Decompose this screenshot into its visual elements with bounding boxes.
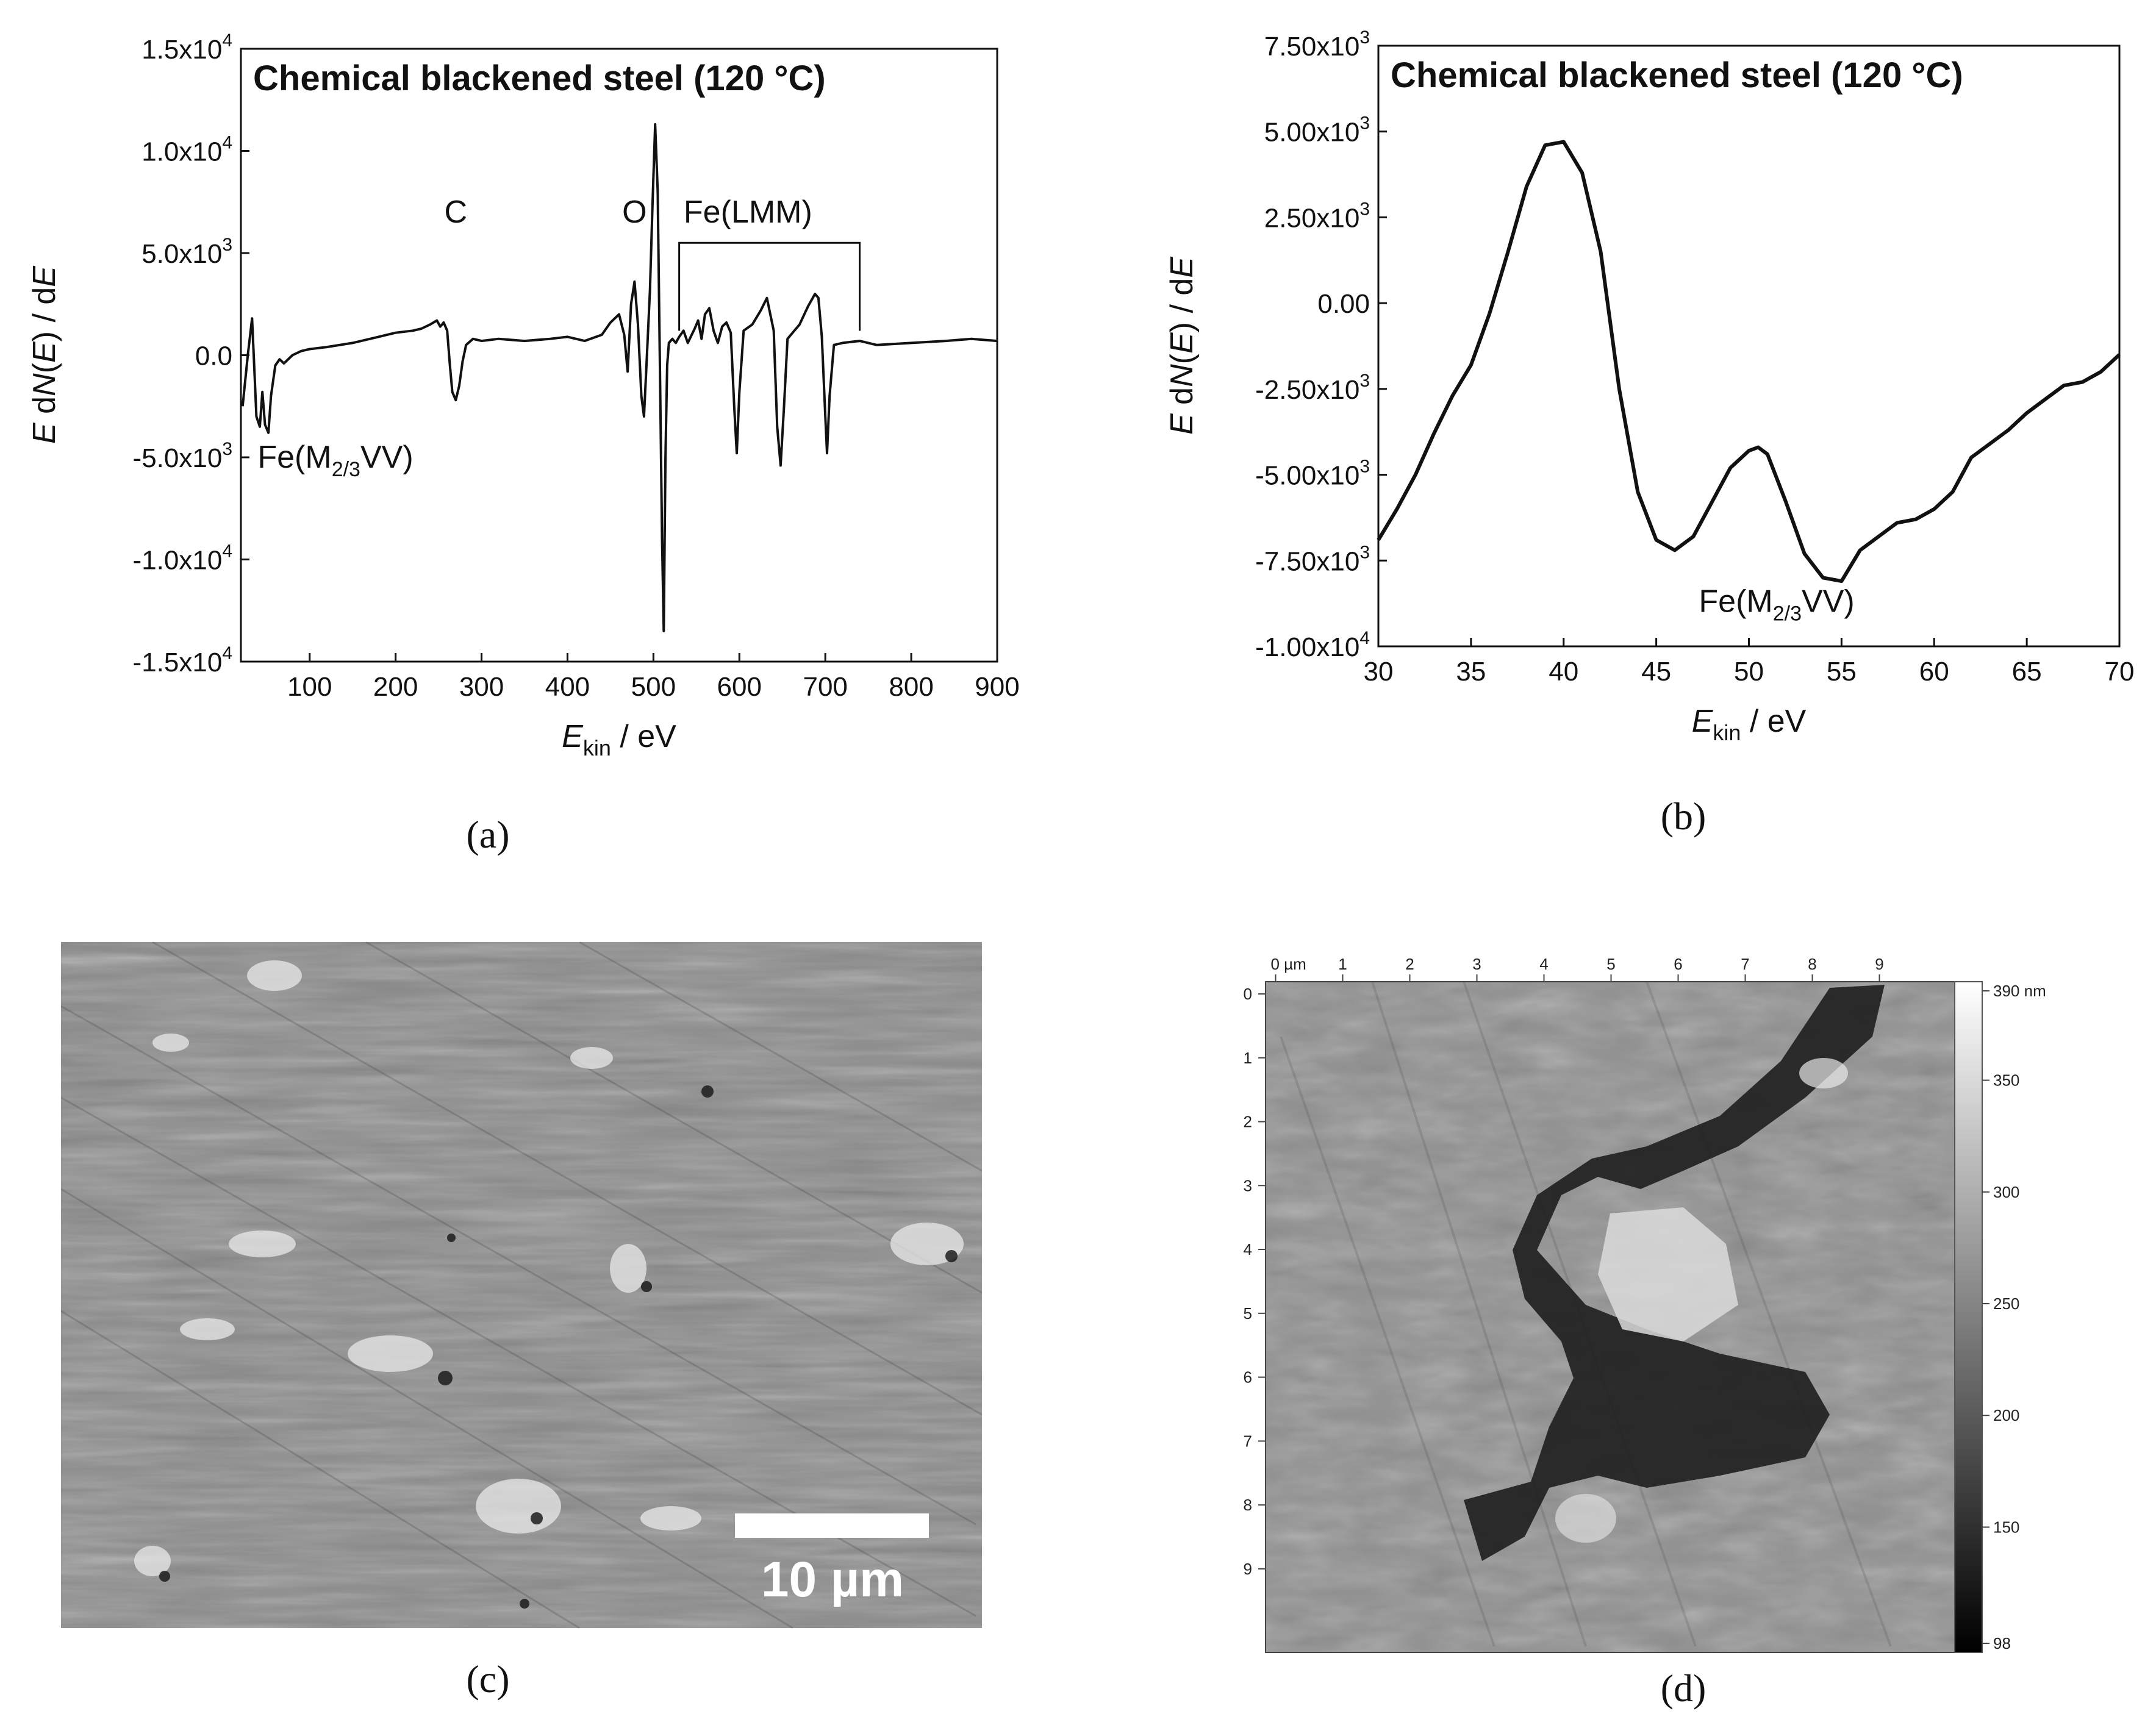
afm-y-tick-label: 9 — [1244, 1560, 1252, 1578]
x-tick-label: 50 — [1734, 657, 1764, 687]
sem-dark-pits — [159, 1085, 958, 1609]
x-axis-label: Ekin / eV — [1692, 704, 1807, 745]
afm-y-tick-label: 3 — [1244, 1176, 1252, 1195]
afm-y-tick-label: 0 — [1244, 985, 1252, 1003]
annotation: Fe(LMM) — [684, 195, 812, 230]
colorbar-tick-label: 98 — [1993, 1634, 2011, 1652]
y-tick-label: 2.50x103 — [1264, 199, 1370, 233]
afm-y-tick-label: 6 — [1244, 1368, 1252, 1387]
scale-bar-label: 10 µm — [761, 1552, 904, 1607]
scale-bar — [735, 1513, 929, 1538]
colorbar-tick-label: 150 — [1993, 1518, 2019, 1536]
chart-b: 30 35 40 45 50 55 60 65 70 7.50x103 5.00x103 2.50x1… — [1164, 27, 2134, 745]
y-tick-label: 7.50x103 — [1264, 27, 1370, 62]
x-tick-label: 700 — [803, 672, 847, 702]
colorbar-tick-label: 300 — [1993, 1183, 2019, 1201]
colorbar-tick-label: 390 nm — [1993, 982, 2046, 1000]
x-axis-label: Ekin / eV — [562, 719, 676, 760]
chart-title: Chemical blackened steel (120 °C) — [1391, 55, 1963, 95]
y-tick-label: -7.50x103 — [1255, 542, 1370, 576]
caption-b: (b) — [1661, 795, 1707, 838]
afm-x-tick-label: 6 — [1674, 955, 1682, 973]
afm-x-tick-label: 8 — [1808, 955, 1816, 973]
afm-image — [1265, 981, 1971, 1653]
afm-x-tick-label: 3 — [1472, 955, 1481, 973]
x-tick-label: 60 — [1919, 657, 1949, 687]
y-axis-label: E dN(E) / dE — [27, 265, 62, 444]
afm-x-tick-label: 9 — [1875, 955, 1883, 973]
y-tick-label: -1.00x104 — [1255, 628, 1370, 662]
colorbar-tick-label: 350 — [1993, 1071, 2019, 1090]
y-tick-label: 1.5x104 — [141, 30, 232, 65]
x-tick-label: 100 — [287, 672, 332, 702]
afm-x-tick-label: 7 — [1741, 955, 1749, 973]
y-tick-label: -2.50x103 — [1255, 371, 1370, 405]
afm-bright-region — [1598, 1207, 1738, 1341]
plot-frame — [240, 48, 998, 663]
plot-frame — [1377, 45, 2121, 648]
colorbar-tick-label: 250 — [1993, 1295, 2019, 1313]
annotation-fe-mvv: Fe(M2/3VV) — [1699, 584, 1854, 626]
afm-x-tick-label: 5 — [1606, 955, 1615, 973]
y-tick-label: 0.0 — [195, 341, 232, 371]
caption-c: (c) — [466, 1657, 509, 1701]
x-tick-label: 40 — [1549, 657, 1578, 687]
afm-x-tick-label: 0 µm — [1271, 955, 1306, 973]
x-tick-label: 600 — [717, 672, 762, 702]
y-tick-label: -5.00x103 — [1255, 457, 1370, 491]
afm-y-tick-label: 4 — [1244, 1240, 1252, 1259]
y-tick-label: 0.00 — [1317, 289, 1370, 319]
x-tick-label: 200 — [373, 672, 418, 702]
x-tick-label: 70 — [2105, 657, 2135, 687]
sem-image: 10 µm — [60, 941, 983, 1629]
afm-x-tick-label: 2 — [1405, 955, 1414, 973]
afm-y-tick-label: 8 — [1244, 1496, 1252, 1514]
y-tick-label: -1.0x104 — [133, 541, 232, 576]
afm-y-tick-label: 2 — [1244, 1113, 1252, 1131]
x-tick-label: 30 — [1364, 657, 1394, 687]
fe-lmm-bracket — [678, 241, 861, 331]
x-tick-label: 300 — [459, 672, 504, 702]
series-line — [1377, 140, 2121, 584]
y-axis-label: E dN(E) / dE — [1164, 256, 1200, 435]
x-tick-label: 800 — [889, 672, 933, 702]
colorbar-ticks: 390 nm 350 300 250 200 150 98 — [1982, 982, 2046, 1652]
afm-y-tick-label: 7 — [1244, 1432, 1252, 1450]
y-tick-label: 5.00x103 — [1264, 113, 1370, 148]
annotation: C — [444, 195, 467, 230]
chart-a: 100 200 300 400 500 600 700 800 900 1.5x104 1.0x10… — [27, 30, 1020, 760]
x-tick-label: 500 — [631, 672, 676, 702]
afm-dark-pit — [1464, 985, 1885, 1561]
y-tick-label: 5.0x103 — [141, 235, 232, 269]
x-tick-label: 55 — [1827, 657, 1857, 687]
annotation: O — [622, 195, 646, 230]
afm-x-tick-label: 4 — [1539, 955, 1548, 973]
annotation-fe-mvv: Fe(M2/3VV) — [257, 440, 413, 481]
y-tick-label: 1.0x104 — [141, 133, 232, 167]
x-tick-label: 900 — [975, 672, 1019, 702]
x-tick-label: 35 — [1456, 657, 1486, 687]
x-tick-label: 65 — [2012, 657, 2042, 687]
y-tick-label: -1.5x104 — [133, 643, 232, 677]
afm-y-tick-label: 1 — [1244, 1049, 1252, 1067]
sem-bright-features — [134, 960, 964, 1576]
y-tick-label: -5.0x103 — [133, 439, 232, 473]
caption-a: (a) — [466, 813, 509, 856]
x-tick-label: 400 — [545, 672, 590, 702]
caption-d: (d) — [1661, 1666, 1707, 1710]
x-tick-label: 45 — [1641, 657, 1671, 687]
series-line — [241, 123, 998, 632]
afm-x-tick-label: 1 — [1338, 955, 1347, 973]
afm-y-tick-label: 5 — [1244, 1304, 1252, 1323]
afm-colorbar: 390 nm 350 300 250 200 150 98 — [1954, 981, 2046, 1653]
afm-axes: 0 µm 1 2 3 4 5 6 7 8 9 0 1 2 3 4 5 6 7 8 9 — [1244, 955, 1970, 1652]
colorbar-tick-label: 200 — [1993, 1406, 2019, 1424]
chart-title: Chemical blackened steel (120 °C) — [253, 59, 826, 98]
